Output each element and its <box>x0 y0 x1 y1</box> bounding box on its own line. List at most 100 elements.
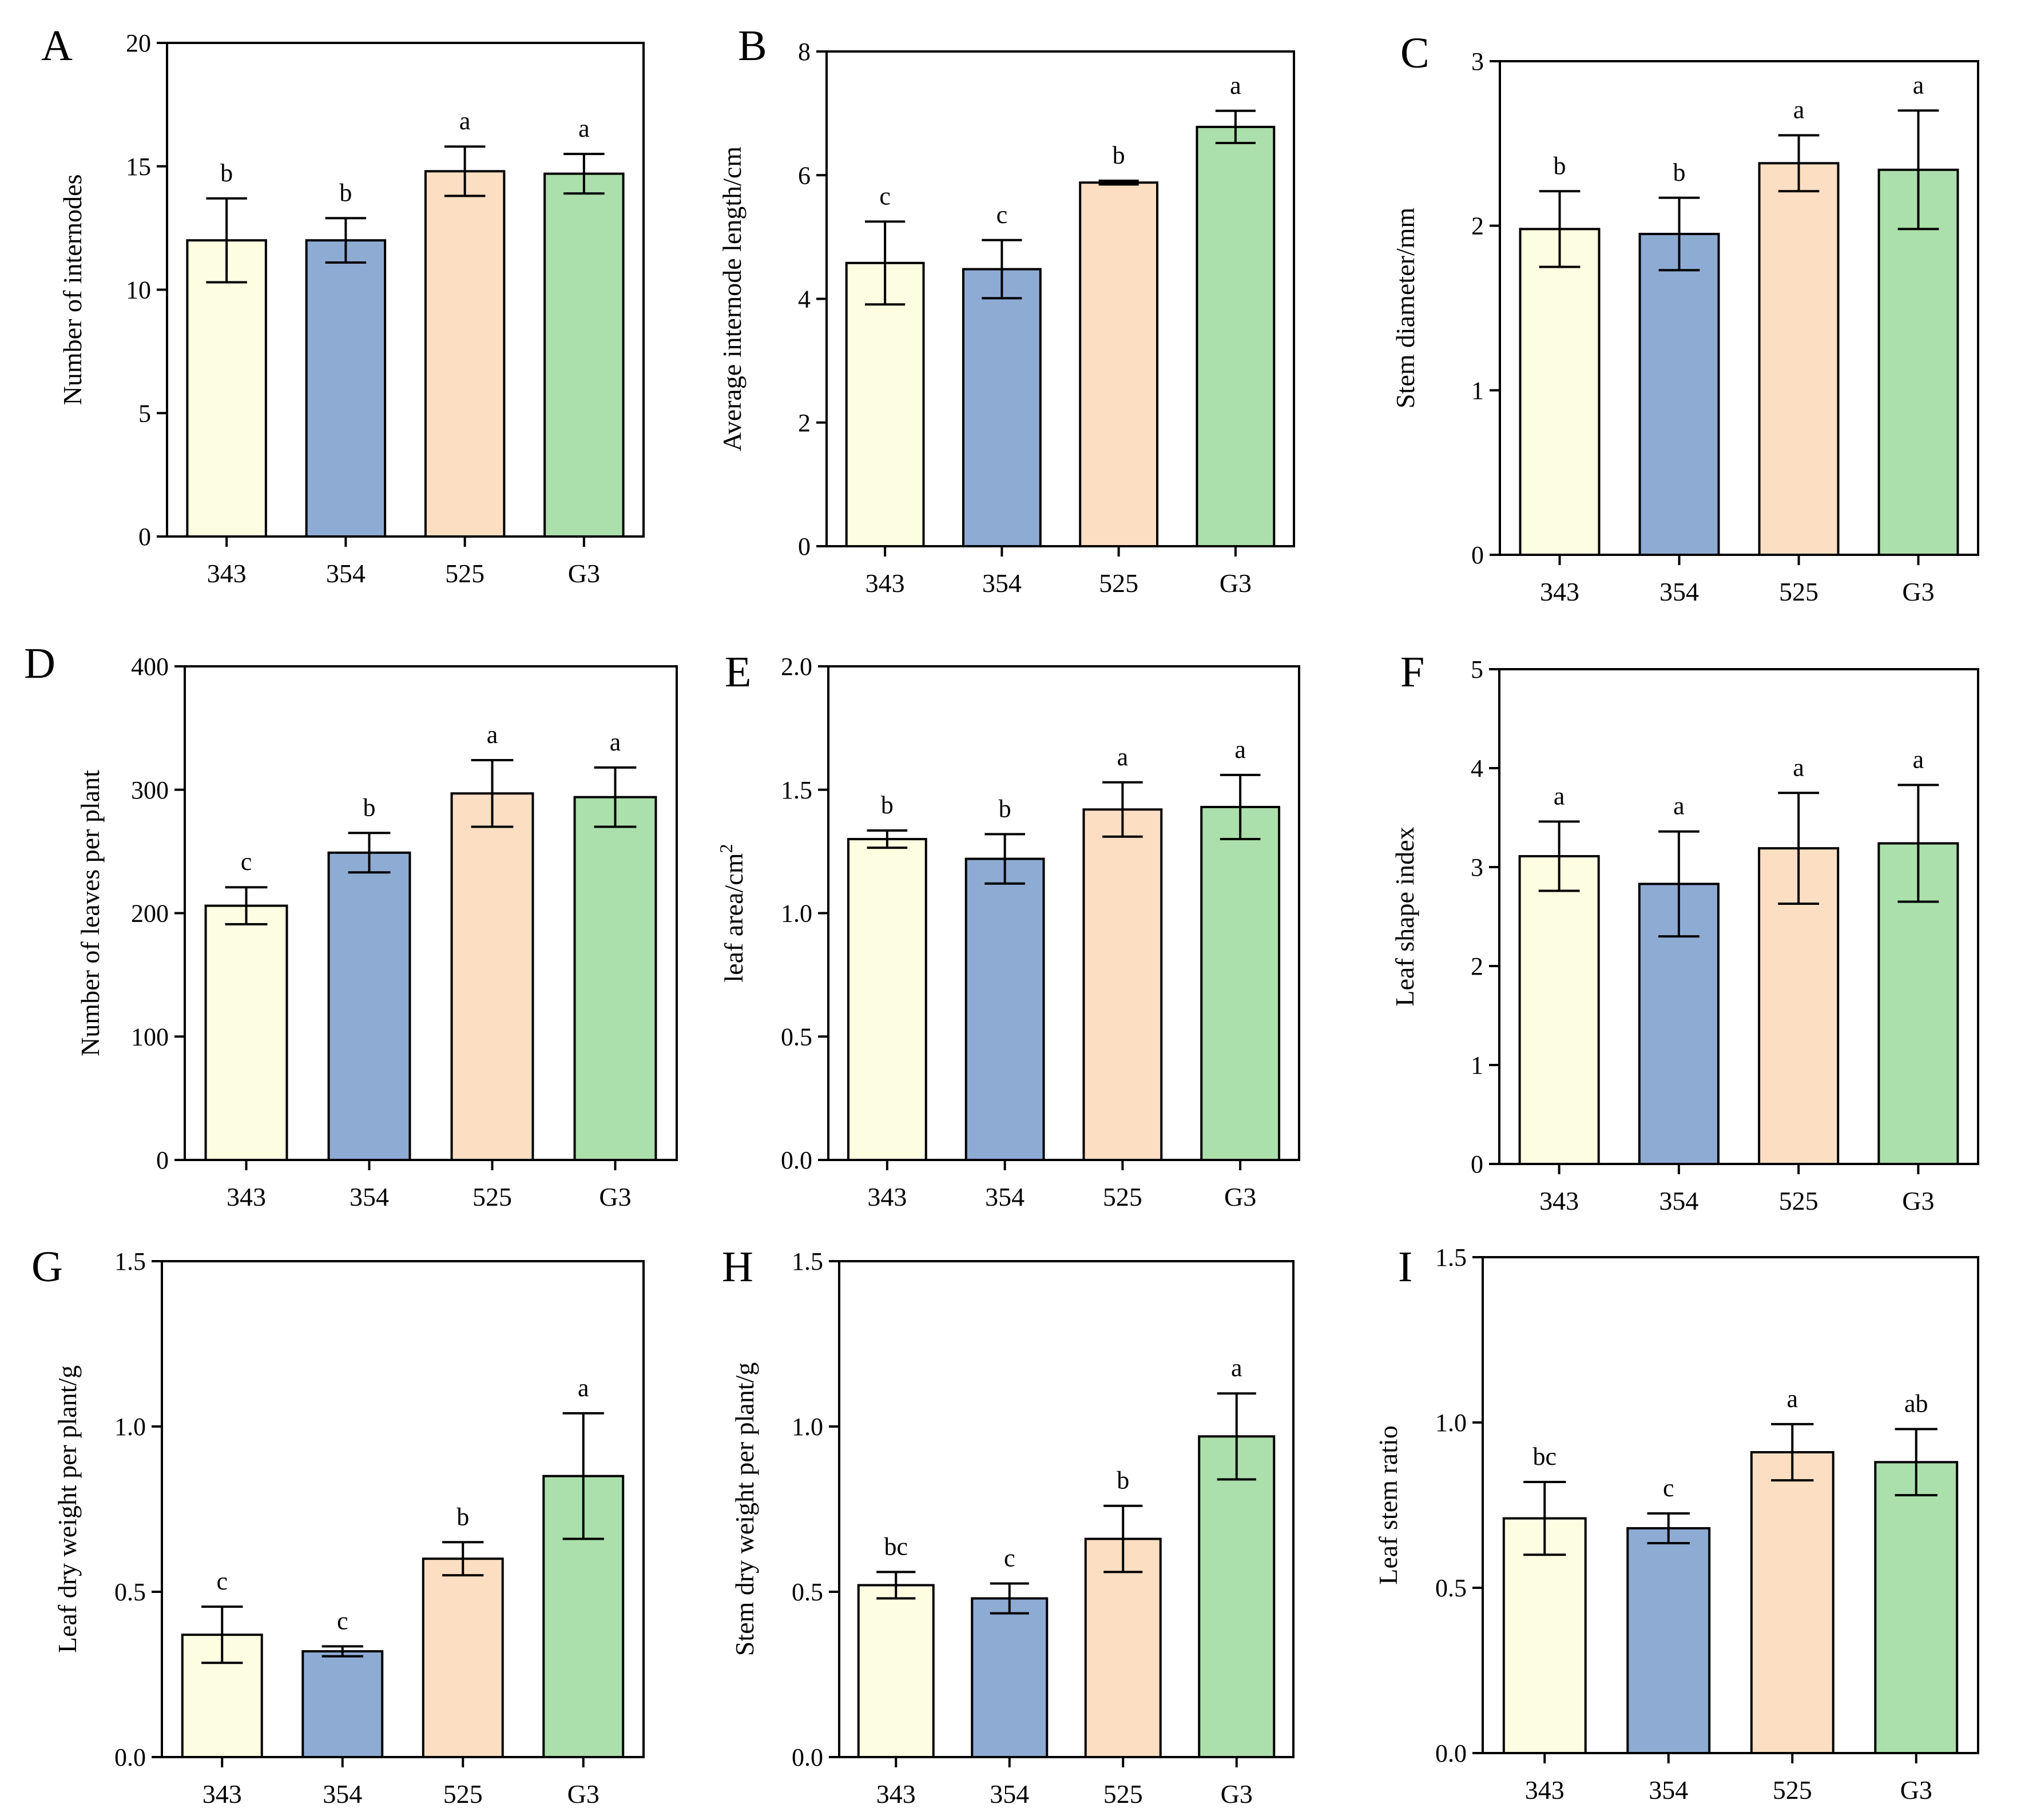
y-tick-label: 100 <box>131 1023 169 1051</box>
x-tick-label: 354 <box>985 1182 1025 1211</box>
y-tick-label: 1.5 <box>792 1247 823 1275</box>
panel-F: F 0 1 2 3 4 5 Leaf shape index a 343 a 354 a 525 a G3 <box>1390 648 1979 1215</box>
significance-letter: a <box>459 107 471 135</box>
x-tick-label: 525 <box>1779 1186 1819 1215</box>
plot-frame <box>1498 668 1979 1165</box>
y-tick-label: 4 <box>1471 754 1483 782</box>
y-tick-label: 0.5 <box>114 1578 146 1606</box>
significance-letter: b <box>1117 1467 1129 1495</box>
significance-letter: a <box>1913 745 1924 773</box>
x-tick-label: 343 <box>1525 1775 1565 1805</box>
x-tick-label: 525 <box>1099 569 1138 598</box>
x-tick-label: 354 <box>982 569 1022 598</box>
y-tick-label: 0.0 <box>792 1743 823 1771</box>
y-axis-title: Stem diameter/mm <box>1391 208 1420 409</box>
x-tick-label: G3 <box>599 1182 631 1211</box>
plot-frame <box>161 1260 645 1758</box>
panel-E: E 0.0 0.5 1.0 1.5 2.0 leaf area/cm2 b 343 b 354 a 52… <box>716 648 1300 1211</box>
x-tick-label: 343 <box>876 1779 916 1809</box>
bar <box>1198 1435 1276 1759</box>
bar <box>1638 233 1720 556</box>
x-tick-label: 354 <box>990 1779 1029 1809</box>
significance-letter: c <box>216 1567 228 1595</box>
significance-letter: c <box>879 182 891 210</box>
panel-H: H 0.0 0.5 1.0 1.5 Stem dry weight per plant/g… <box>722 1243 1295 1809</box>
x-tick-label: 354 <box>350 1182 389 1211</box>
significance-letter: a <box>1117 743 1129 771</box>
x-tick-label: G3 <box>568 559 600 588</box>
panel-B: B 0 2 4 6 8 Average internode length/cm c 343 c 35… <box>717 22 1295 598</box>
x-tick-label: G3 <box>1224 1182 1256 1211</box>
y-axis-title-text: Average internode length/cm <box>717 146 747 451</box>
y-tick-label: 6 <box>798 161 811 189</box>
significance-letter: c <box>337 1607 348 1635</box>
y-tick-label: 2 <box>798 409 811 437</box>
y-axis-title: Stem dry weight per plant/g <box>730 1362 759 1656</box>
bar <box>845 261 925 547</box>
significance-letter: c <box>1663 1474 1674 1502</box>
y-tick-label: 1.0 <box>1435 1409 1467 1437</box>
significance-letter: a <box>1786 1385 1798 1413</box>
significance-letter: b <box>1554 152 1566 180</box>
x-tick-label: 525 <box>1103 1779 1143 1809</box>
y-axis-title: Average internode length/cm <box>717 146 747 451</box>
significance-letter: b <box>881 791 894 819</box>
y-tick-label: 200 <box>131 900 169 928</box>
y-tick-label: 1.0 <box>114 1413 146 1441</box>
y-tick-label: 0 <box>1471 541 1484 569</box>
panel-letter: D <box>24 639 55 688</box>
x-tick-label: 343 <box>227 1182 266 1211</box>
y-tick-label: 400 <box>131 653 169 681</box>
panel-C: C 0 1 2 3 Stem diameter/mm b 343 b 354 a 525 a G3 <box>1391 29 1979 606</box>
significance-letter: a <box>1234 736 1246 764</box>
significance-letter: b <box>339 178 352 206</box>
x-tick-label: 525 <box>473 1182 512 1211</box>
y-tick-label: 0.0 <box>781 1146 812 1174</box>
significance-letter: a <box>487 721 498 749</box>
y-tick-label: 2 <box>1471 212 1484 240</box>
y-axis-title: Leaf shape index <box>1390 826 1419 1006</box>
y-tick-label: 0.0 <box>114 1743 146 1771</box>
bar <box>1082 808 1163 1161</box>
y-tick-label: 0 <box>798 533 811 561</box>
significance-letter: c <box>1004 1544 1015 1572</box>
y-axis-title: Number of leaves per plant <box>76 770 105 1056</box>
y-axis-title-text: Leaf dry weight per plant/g <box>53 1365 82 1653</box>
y-tick-label: 2 <box>1471 952 1483 980</box>
bar <box>857 1584 935 1758</box>
significance-letter: b <box>1673 158 1686 186</box>
y-tick-label: 5 <box>1471 655 1483 684</box>
y-axis-title-text: Leaf stem ratio <box>1373 1425 1403 1584</box>
bar <box>1196 125 1276 548</box>
bar <box>450 792 534 1162</box>
x-tick-label: 354 <box>323 1779 362 1809</box>
significance-letter: a <box>610 728 621 756</box>
panel-letter: A <box>41 22 73 70</box>
bar <box>573 796 657 1161</box>
y-axis-title-text: Number of internodes <box>58 174 87 406</box>
x-tick-label: 525 <box>1773 1775 1812 1805</box>
x-tick-label: 354 <box>1649 1775 1688 1805</box>
significance-letter: ab <box>1904 1390 1928 1418</box>
significance-letter: c <box>996 201 1008 229</box>
bar <box>962 268 1042 547</box>
y-tick-label: 0.0 <box>1435 1739 1467 1767</box>
significance-letter: b <box>220 159 233 187</box>
bar <box>424 170 506 538</box>
significance-letter: b <box>999 794 1011 822</box>
y-axis-title-text: Leaf shape index <box>1390 826 1419 1006</box>
y-tick-label: 1 <box>1471 376 1484 404</box>
y-tick-label: 20 <box>126 29 151 57</box>
bar <box>1200 805 1281 1161</box>
x-tick-label: 343 <box>1539 1186 1579 1215</box>
x-tick-label: 343 <box>867 1182 907 1211</box>
bar <box>422 1557 504 1758</box>
x-tick-label: 525 <box>1103 1182 1142 1211</box>
y-tick-label: 5 <box>138 399 151 427</box>
y-tick-label: 0.5 <box>781 1023 812 1051</box>
plot-frame <box>838 1260 1295 1758</box>
significance-letter: b <box>1113 141 1125 169</box>
x-tick-label: G3 <box>567 1779 599 1809</box>
panel-letter: C <box>1400 29 1430 77</box>
y-tick-label: 0.5 <box>792 1578 823 1606</box>
